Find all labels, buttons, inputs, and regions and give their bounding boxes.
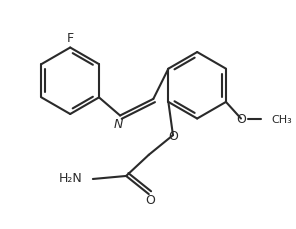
Text: O: O [237,112,247,125]
Text: F: F [67,32,74,45]
Text: O: O [168,129,178,142]
Text: CH₃: CH₃ [271,114,292,124]
Text: O: O [145,193,155,206]
Text: H₂N: H₂N [59,171,82,184]
Text: N: N [114,118,123,131]
